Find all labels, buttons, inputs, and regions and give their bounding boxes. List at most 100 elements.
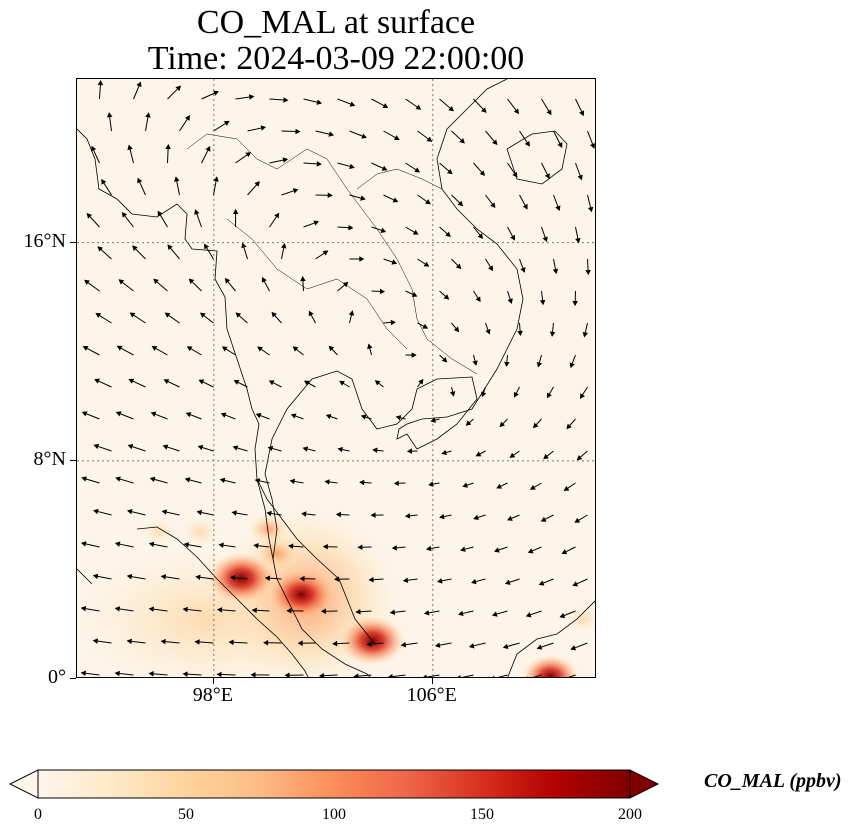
wind-vector-head — [182, 606, 188, 613]
wind-vector-head — [561, 549, 568, 555]
hainan — [506, 130, 568, 185]
wind-vector-head — [372, 447, 378, 453]
wind-vector-head — [477, 233, 484, 239]
wind-vector-head — [334, 576, 340, 582]
wind-vector-head — [255, 413, 262, 419]
wind-vector-head — [589, 143, 595, 149]
wind-vector-head — [261, 276, 267, 283]
wind-vector-head — [543, 453, 549, 460]
wind-vector-head — [254, 181, 260, 187]
wind-vector — [568, 674, 576, 677]
wind-vector-head — [367, 343, 373, 350]
wind-vector-head — [566, 423, 572, 430]
wind-vector-head — [283, 97, 289, 103]
wind-vector-head — [175, 85, 181, 92]
gridlines — [77, 79, 595, 677]
wind-vector-head — [449, 391, 456, 397]
wind-vector-head — [460, 546, 466, 552]
map-panel — [76, 78, 596, 678]
wind-vector-head — [448, 105, 454, 112]
wind-vector-head — [224, 277, 231, 284]
lon-tick — [212, 678, 214, 684]
wind-vector-head — [182, 671, 188, 677]
wind-vector-head — [391, 545, 398, 551]
wind-vector-head — [263, 639, 269, 646]
wind-vector-head — [536, 361, 543, 368]
wind-vector-head — [162, 444, 169, 450]
wind-vector-head — [496, 483, 502, 489]
wind-vector-head — [557, 142, 563, 148]
wind-vector-head — [485, 328, 491, 335]
wind-vector-head — [316, 161, 322, 167]
wind-vector-head — [426, 545, 432, 552]
wind-vector-head — [80, 670, 86, 677]
wind-vector-head — [468, 643, 475, 649]
wind-vector-head — [576, 454, 583, 461]
wind-vector-head — [381, 165, 388, 171]
wind-vector-head — [205, 146, 211, 152]
wind-vector-head — [520, 267, 526, 273]
co-hotspot — [268, 569, 335, 620]
lon-tick-label: 98°E — [192, 684, 233, 706]
wind-vector-head — [157, 210, 163, 217]
lat-tick — [70, 678, 76, 679]
wind-vector-head — [289, 478, 296, 485]
wind-vector-head — [481, 391, 487, 398]
thailand-gulf-coast — [264, 370, 478, 560]
map-subtitle-time: Time: 2024-03-09 22:00:00 — [147, 40, 525, 77]
wind-vector-head — [199, 312, 206, 318]
co-hotspot — [521, 654, 579, 677]
wind-vector-head — [153, 278, 159, 285]
wind-vector-head — [342, 281, 349, 288]
wind-vector-head — [546, 392, 552, 399]
wind-vector-head — [472, 360, 478, 366]
wind-vector-head — [507, 515, 513, 521]
wind-vector-head — [288, 543, 294, 549]
wind-vector-head — [300, 276, 306, 282]
wind-vector-head — [538, 580, 545, 586]
wind-vector-head — [481, 107, 487, 113]
wind-vector-head — [437, 578, 443, 584]
wind-vector-head — [115, 411, 122, 417]
wind-vector-head — [292, 188, 299, 194]
co-hotspot — [142, 519, 176, 545]
wind-vector-head — [536, 644, 543, 650]
wind-vector-head — [235, 312, 242, 318]
wind-vector-head — [299, 575, 305, 582]
wind-vector-head — [93, 508, 99, 515]
wind-vector-head — [577, 174, 583, 181]
borders — [186, 133, 478, 375]
wind-vector-head — [389, 609, 396, 615]
wind-vector-head — [282, 157, 289, 163]
wind-vector-head — [546, 109, 552, 116]
wind-vector-head — [174, 176, 180, 182]
wind-vector-head — [575, 237, 581, 244]
wind-vector-head — [221, 346, 228, 352]
wind-vector-head — [136, 81, 142, 88]
wind-vector-head — [84, 279, 90, 286]
wind-vector-head — [231, 510, 237, 516]
wind-vector-head — [264, 575, 271, 581]
wind-vector-head — [328, 345, 335, 352]
wind-vector-head — [582, 331, 589, 338]
wind-vector-head — [115, 476, 121, 482]
wind-vector-head — [230, 574, 236, 581]
map-title: CO_MAL at surface — [196, 4, 476, 41]
wind-vector-head — [81, 476, 87, 482]
colorbar-tick-label: 0 — [34, 806, 42, 823]
wind-vector-head — [488, 265, 494, 272]
wind-vector-head — [213, 90, 219, 96]
wind-vector-head — [260, 125, 267, 131]
wind-vector-head — [165, 143, 171, 150]
wind-vector-head — [532, 422, 539, 429]
wind-vector-head — [126, 509, 133, 515]
wind-vector-head — [327, 192, 333, 199]
wind-vector-head — [248, 94, 255, 100]
colorbar-tick-label: 150 — [470, 806, 494, 823]
co-hotspot — [181, 517, 219, 546]
wind-vector-head — [183, 542, 190, 548]
wind-vector-head — [301, 511, 307, 517]
wind-vector-head — [374, 380, 381, 386]
lon-tick — [431, 678, 433, 684]
wind-vector-head — [574, 517, 581, 523]
